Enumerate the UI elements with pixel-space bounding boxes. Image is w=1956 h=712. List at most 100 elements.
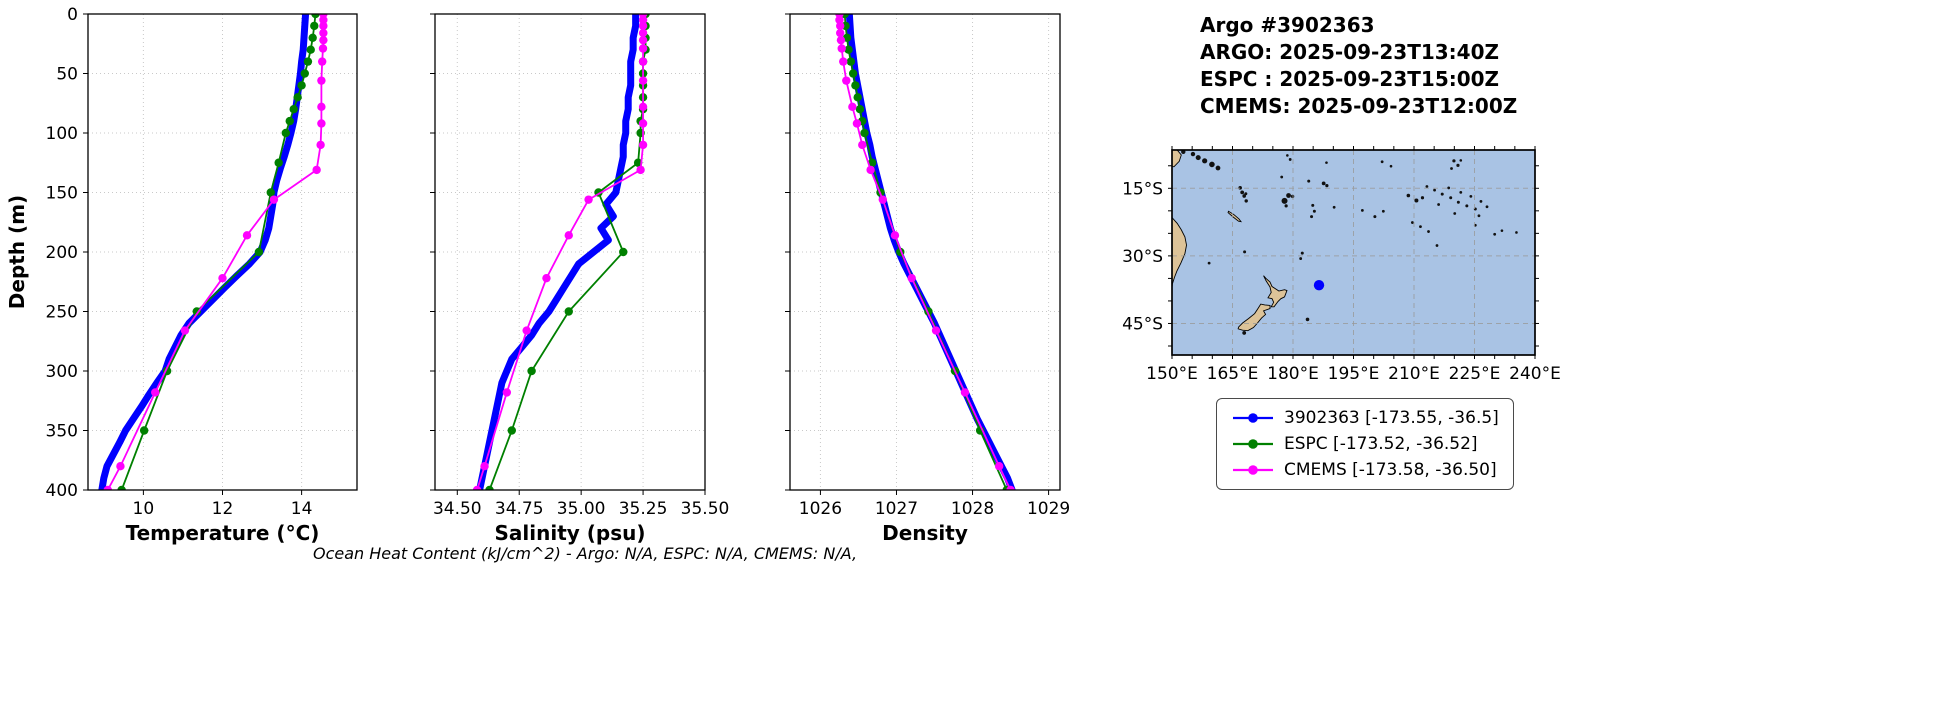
series-marker-ESPC: [846, 57, 856, 66]
y-tick-label: 0: [67, 5, 78, 25]
island-speck: [1447, 186, 1451, 190]
x-tick-label: 1028: [951, 499, 994, 519]
salinity-axis-label: Salinity (psu): [494, 521, 645, 545]
series-marker-ESPC: [851, 81, 860, 90]
series-marker-ESPC: [274, 158, 283, 167]
series-marker-CMEMS: [994, 462, 1004, 471]
figure-header: Argo #3902363 ARGO: 2025-09-23T13:40Z ES…: [1200, 12, 1517, 120]
island-speck: [1449, 196, 1453, 200]
island-speck: [1381, 209, 1385, 213]
series-marker-CMEMS: [638, 35, 648, 45]
series-marker-CMEMS: [317, 119, 326, 128]
series-marker-CMEMS: [638, 57, 648, 66]
temperature-panel: 10 12 14 0 50 100 150 200 250 300 350 400 Temperatur…: [5, 5, 358, 545]
island-speck: [1209, 161, 1215, 168]
y-tick-label: 350: [46, 422, 78, 442]
island-speck: [1244, 199, 1248, 203]
series-marker-CMEMS: [848, 102, 857, 112]
series-marker-CMEMS: [312, 165, 321, 175]
island-speck: [1500, 229, 1504, 232]
island-speck: [1419, 225, 1422, 228]
legend-item-espc: ESPC [-173.52, -36.52]: [1231, 434, 1499, 454]
y-tick-label: 200: [46, 243, 78, 263]
island-speck: [1288, 158, 1292, 161]
series-marker-CMEMS: [638, 28, 648, 38]
island-speck: [1280, 175, 1284, 179]
island-speck: [1425, 185, 1429, 188]
profile-charts: 10 12 14 0 50 100 150 200 250 300 350 400 Temperatur…: [5, 5, 1070, 545]
series-marker-CMEMS: [638, 44, 648, 53]
density-axis-label: Density: [882, 521, 968, 545]
map-group: 150°E 165°E 180°E 195°E 210°E 225°E 240°E 15°S 3…: [1122, 146, 1561, 384]
series-marker-CMEMS: [638, 140, 648, 150]
x-tick-label: 34.75: [495, 499, 544, 519]
series-line-CMEMS: [476, 14, 644, 490]
series-marker-CMEMS: [319, 35, 328, 45]
map-lon-label: 210°E: [1388, 364, 1440, 384]
legend-item-cmems: CMEMS [-173.58, -36.50]: [1231, 460, 1499, 480]
series-marker-CMEMS: [638, 21, 648, 31]
series-marker-ESPC: [254, 247, 264, 257]
series-marker-CMEMS: [636, 165, 645, 175]
island-speck: [1450, 167, 1453, 170]
island-speck: [1410, 221, 1414, 224]
legend-label-cmems: CMEMS [-173.58, -36.50]: [1284, 460, 1497, 480]
series-marker-CMEMS: [1006, 485, 1015, 490]
island-speck: [1479, 199, 1483, 203]
series-marker-CMEMS: [638, 15, 648, 25]
island-speck: [1286, 154, 1289, 157]
map-lat-label: 45°S: [1122, 314, 1163, 334]
island-speck: [1420, 196, 1425, 200]
series-marker-ESPC: [867, 158, 877, 167]
island-speck: [1321, 181, 1326, 186]
series-marker-CMEMS: [835, 28, 845, 38]
legend-marker-argo: [1233, 413, 1273, 423]
legend-label-argo: 3902363 [-173.55, -36.5]: [1284, 408, 1499, 428]
series-marker-ESPC: [619, 247, 628, 257]
island-speck: [1427, 230, 1430, 233]
y-tick-label: 250: [46, 303, 78, 323]
island-speck: [1389, 164, 1393, 168]
series-marker-CMEMS: [858, 140, 867, 150]
series-marker-ESPC: [855, 105, 865, 114]
series-marker-CMEMS: [890, 231, 900, 240]
temperature-axis-label: Temperature (°C): [126, 521, 320, 545]
island-speck: [1325, 183, 1329, 188]
island-speck: [1406, 193, 1411, 198]
series-marker-ESPC: [848, 69, 858, 78]
map-legend: 3902363 [-173.55, -36.5] ESPC [-173.52, …: [1216, 398, 1514, 490]
series-marker-ESPC: [297, 81, 306, 90]
map-lon-label: 150°E: [1146, 364, 1198, 384]
series-marker-CMEMS: [542, 273, 551, 283]
series-marker-ESPC: [266, 188, 275, 197]
map-lat-label: 15°S: [1122, 179, 1163, 199]
header-argo-id: Argo #3902363: [1200, 13, 1375, 37]
island-speck: [1414, 198, 1419, 203]
series-marker-CMEMS: [522, 326, 531, 335]
island-speck: [1380, 160, 1384, 164]
map-lat-label: 30°S: [1122, 247, 1163, 267]
y-tick-label: 50: [56, 65, 78, 85]
island-speck: [1310, 215, 1314, 219]
series-marker-CMEMS: [316, 140, 325, 150]
island-speck: [1305, 317, 1310, 322]
series-marker-ESPC: [281, 128, 290, 138]
series-marker-CMEMS: [638, 102, 648, 112]
series-marker-CMEMS: [319, 21, 328, 31]
series-marker-CMEMS: [839, 57, 848, 66]
map-lon-label: 180°E: [1267, 364, 1319, 384]
island-speck: [1202, 158, 1208, 164]
island-speck: [1452, 159, 1456, 163]
island-speck: [1207, 261, 1211, 265]
series-marker-CMEMS: [318, 44, 328, 53]
series-marker-CMEMS: [116, 462, 125, 471]
landmass: [1227, 210, 1243, 223]
series-marker-ESPC: [507, 426, 516, 435]
series-marker-ESPC: [485, 485, 494, 490]
landmass: [1172, 217, 1187, 292]
island-speck: [1360, 208, 1364, 212]
series-marker-CMEMS: [584, 195, 593, 204]
island-speck: [1181, 150, 1186, 155]
series-marker-CMEMS: [907, 273, 916, 283]
